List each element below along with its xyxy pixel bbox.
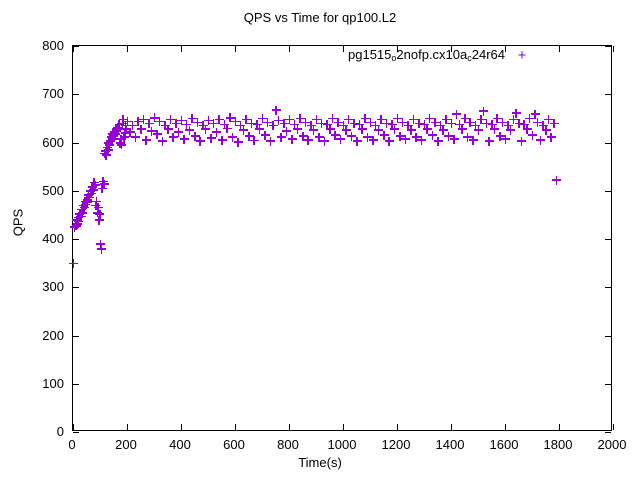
y-tick <box>73 335 79 337</box>
x-tick <box>235 424 236 430</box>
y-tick <box>605 94 611 96</box>
x-tick <box>559 46 560 52</box>
y-tick <box>73 190 79 192</box>
x-tick-label: 0 <box>68 437 76 452</box>
x-tick-label: 800 <box>277 437 299 452</box>
x-tick-label: 400 <box>169 437 191 452</box>
x-tick-label: 600 <box>223 437 245 452</box>
x-tick <box>613 46 614 52</box>
y-tick-label: 200 <box>42 327 64 343</box>
x-tick <box>181 46 182 52</box>
y-tick-label: 400 <box>42 231 64 246</box>
y-tick <box>73 94 79 96</box>
chart-title: QPS vs Time for qp100.L2 <box>243 10 397 25</box>
x-tick-label: 1800 <box>543 437 573 452</box>
x-tick <box>397 46 398 52</box>
x-tick <box>343 424 344 430</box>
y-tick <box>605 239 611 240</box>
y-tick <box>73 142 79 144</box>
y-tick <box>73 287 79 289</box>
y-tick <box>605 432 611 433</box>
y-tick <box>73 432 79 433</box>
y-tick <box>605 383 611 385</box>
x-tick <box>505 46 506 52</box>
x-tick <box>613 424 614 430</box>
legend-label-part3: 24r64 <box>471 47 505 62</box>
x-tick <box>343 46 344 52</box>
x-tick <box>127 46 128 52</box>
x-tick <box>73 424 74 430</box>
y-tick <box>605 287 611 289</box>
x-tick-label: 1000 <box>327 437 357 452</box>
x-tick-label: 1600 <box>489 437 519 452</box>
x-tick <box>505 424 506 430</box>
legend-label-sub1: o <box>391 53 397 63</box>
legend-label-part2: 2nofp.cx10a <box>396 47 468 62</box>
legend-marker-plus-icon: + <box>517 47 527 64</box>
y-tick <box>605 190 611 192</box>
x-tick-label: 2000 <box>597 437 627 452</box>
x-tick <box>73 46 74 52</box>
x-tick <box>181 424 182 430</box>
y-tick-label: 500 <box>42 182 64 198</box>
x-tick <box>397 424 398 430</box>
y-tick <box>605 335 611 337</box>
legend-label-sub2: c <box>467 53 472 63</box>
y-tick <box>605 142 611 144</box>
x-tick <box>559 424 560 430</box>
y-tick <box>73 383 79 385</box>
x-tick <box>451 424 452 430</box>
y-tick-label: 700 <box>42 86 64 102</box>
x-tick <box>289 424 290 430</box>
x-tick-label: 1200 <box>381 437 411 452</box>
x-axis-label: Time(s) <box>298 455 342 470</box>
x-tick <box>451 46 452 52</box>
legend: pg1515o2nofp.cx10ac24r64 + <box>348 47 539 64</box>
x-tick-label: 1400 <box>435 437 465 452</box>
legend-label-part1: pg1515 <box>348 47 392 62</box>
legend-entry-label: pg1515o2nofp.cx10ac24r64 <box>348 47 505 63</box>
y-tick-label: 0 <box>56 424 64 439</box>
y-tick-label: 800 <box>42 38 64 53</box>
y-tick-label: 600 <box>42 134 64 150</box>
y-tick <box>73 239 79 240</box>
x-tick <box>127 424 128 430</box>
plot-area <box>69 45 614 433</box>
x-tick <box>289 46 290 52</box>
y-tick <box>73 46 79 47</box>
y-tick-label: 100 <box>42 375 64 391</box>
x-tick-label: 200 <box>115 437 137 452</box>
y-tick-label: 300 <box>42 279 64 295</box>
y-tick <box>605 46 611 47</box>
x-tick <box>235 46 236 52</box>
